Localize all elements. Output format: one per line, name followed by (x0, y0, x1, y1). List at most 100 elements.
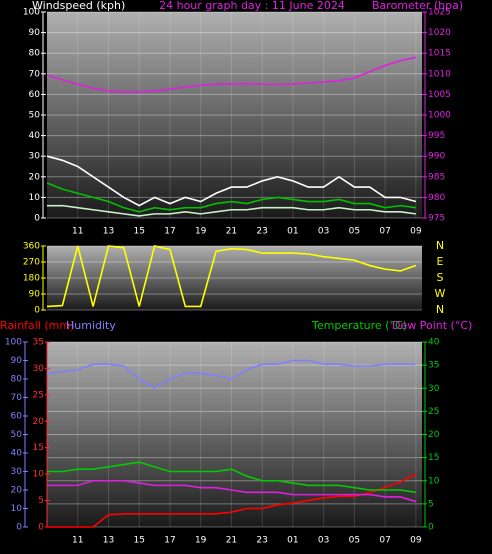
compass-label: S (437, 271, 444, 284)
legend-label: Temperature (°C) (311, 319, 407, 332)
x-tick-label: 15 (133, 227, 144, 237)
x-tick-label: 23 (256, 227, 267, 237)
y3-tick-label: 25 (33, 390, 44, 400)
x-tick-label: 09 (410, 227, 422, 237)
y-tick-label: 90 (29, 28, 41, 38)
series-line (46, 182, 416, 213)
y-tick-label: 90 (11, 356, 23, 366)
legend-label: Rainfall (mm) (0, 319, 74, 332)
x-tick-label: 13 (103, 536, 114, 546)
series-line (46, 245, 417, 308)
compass-label: E (437, 255, 444, 268)
y-tick-label: 100 (23, 8, 40, 18)
series-line (47, 204, 416, 217)
y-tick-label: 80 (29, 49, 41, 59)
y2-tick-label: 980 (428, 193, 445, 203)
y2-tick-label: 10 (428, 476, 440, 486)
y2-tick-label: 975 (428, 214, 445, 224)
x-tick-label: 17 (164, 536, 175, 546)
series-line (47, 461, 416, 494)
x-tick-label: 03 (318, 227, 329, 237)
y2-tick-label: 1025 (428, 8, 451, 18)
x-tick-label: 19 (195, 536, 207, 546)
y-tick-label: 60 (29, 90, 41, 100)
x-tick-label: 11 (72, 536, 83, 546)
compass-label: W (435, 287, 446, 300)
compass-label: N (436, 303, 444, 316)
x-tick-label: 11 (72, 227, 83, 237)
y2-tick-label: 1005 (428, 90, 451, 100)
x-tick-label: 13 (103, 227, 114, 237)
y-tick-label: 40 (11, 449, 23, 459)
y3-tick-label: 5 (38, 496, 44, 506)
x-tick-label: 07 (379, 227, 390, 237)
y-tick-label: 360 (23, 242, 40, 252)
y-tick-label: 10 (11, 504, 23, 514)
y-tick-label: 10 (29, 193, 41, 203)
series-line (46, 56, 417, 93)
x-tick-label: 05 (349, 227, 360, 237)
x-tick-label: 21 (226, 227, 237, 237)
y-tick-label: 80 (11, 375, 23, 385)
y2-tick-label: 985 (428, 172, 445, 182)
y2-tick-label: 990 (428, 152, 445, 162)
x-tick-label: 19 (195, 227, 207, 237)
x-tick-label: 15 (133, 536, 144, 546)
y3-tick-label: 20 (33, 417, 45, 427)
y2-tick-label: 15 (428, 453, 439, 463)
y2-tick-label: 40 (428, 338, 440, 348)
y2-tick-label: 1020 (428, 28, 451, 38)
y-tick-label: 50 (29, 111, 41, 121)
x-tick-label: 07 (379, 536, 390, 546)
y2-tick-label: 995 (428, 131, 445, 141)
y2-tick-label: 5 (428, 499, 434, 509)
y2-tick-label: 30 (428, 384, 440, 394)
y-tick-label: 50 (11, 430, 23, 440)
y-axis-title: Windspeed (kph) (32, 0, 125, 12)
y2-tick-label: 1010 (428, 69, 451, 79)
y-tick-label: 20 (11, 486, 23, 496)
plot-area (47, 342, 422, 527)
y3-tick-label: 15 (33, 443, 44, 453)
legend-label: Dew Point (°C) (392, 319, 472, 332)
y3-tick-label: 35 (33, 338, 44, 348)
x-tick-label: 17 (164, 227, 175, 237)
y-tick-label: 20 (29, 172, 41, 182)
y-tick-label: 0 (16, 523, 22, 533)
x-tick-label: 23 (256, 536, 267, 546)
y-tick-label: 30 (11, 467, 23, 477)
plot-area (47, 246, 422, 310)
y-tick-label: 0 (34, 214, 40, 224)
x-tick-label: 01 (287, 536, 298, 546)
y-tick-label: 70 (11, 393, 23, 403)
y3-tick-label: 0 (38, 523, 44, 533)
series-line (46, 155, 417, 207)
y2-tick-label: 20 (428, 430, 440, 440)
y2-tick-label: 25 (428, 407, 439, 417)
compass-label: N (436, 239, 444, 252)
y-tick-label: 60 (11, 412, 23, 422)
y-tick-label: 40 (29, 131, 41, 141)
y3-tick-label: 30 (33, 364, 45, 374)
y2-tick-label: 35 (428, 361, 439, 371)
y-tick-label: 90 (29, 290, 41, 300)
y2-tick-label: 1015 (428, 49, 451, 59)
y2-tick-label: 0 (428, 523, 434, 533)
y-tick-label: 180 (23, 274, 40, 284)
series-line (47, 479, 417, 503)
y3-tick-label: 10 (33, 470, 45, 480)
series-line (46, 359, 416, 390)
chart-title: 24 hour graph day : 11 June 2024 (159, 0, 345, 12)
plot-area (47, 12, 422, 218)
x-tick-label: 21 (226, 536, 237, 546)
y-tick-label: 0 (34, 306, 40, 316)
legend-label: Humidity (66, 319, 116, 332)
x-tick-label: 03 (318, 536, 329, 546)
y-tick-label: 30 (29, 152, 41, 162)
y-tick-label: 100 (5, 338, 22, 348)
y2-axis-title: Barometer (hpa) (372, 0, 463, 12)
y2-tick-label: 1000 (428, 111, 451, 121)
x-tick-label: 05 (349, 536, 360, 546)
y-tick-label: 270 (23, 258, 40, 268)
